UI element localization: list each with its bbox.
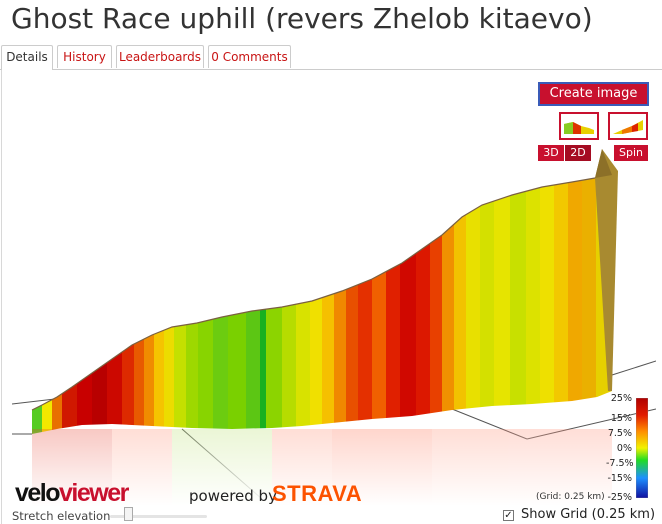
gradient-wall (32, 175, 612, 434)
elevation-profile-3d[interactable] (12, 79, 656, 506)
strava-logo[interactable]: STRAVA (272, 481, 363, 506)
tab-details[interactable]: Details (1, 45, 53, 70)
tab-history[interactable]: History (57, 45, 112, 68)
legend-label: 0% (616, 443, 632, 454)
view-3d-button[interactable]: 3D (538, 145, 564, 161)
powered-by-text: powered by (189, 487, 277, 505)
grid-scale-note: (Grid: 0.25 km) (536, 492, 605, 502)
elevation-3d-viewer[interactable] (12, 79, 656, 506)
profile-end-cap (595, 149, 618, 391)
profile-thumbnail-icon (564, 122, 594, 134)
legend-label: 25% (610, 393, 632, 404)
profile-3d-thumbnail-icon (613, 120, 643, 134)
create-image-button[interactable]: Create image (538, 82, 649, 106)
tab-bar: Details History Leaderboards 0 Comments (0, 45, 662, 70)
profile-outline (31, 174, 613, 411)
profile-2d-view-thumbnail[interactable] (559, 112, 599, 140)
spin-button[interactable]: Spin (614, 145, 648, 161)
legend-label: 15% (610, 413, 632, 424)
show-grid-label[interactable]: Show Grid (0.25 km) (521, 507, 656, 522)
logo-viewer-text: viewer (59, 479, 129, 507)
tab-comments[interactable]: 0 Comments (208, 45, 291, 68)
gradient-legend-bar (636, 398, 648, 498)
stretch-elevation-slider[interactable] (110, 515, 207, 518)
tab-leaderboards[interactable]: Leaderboards (116, 45, 204, 68)
stretch-elevation-slider-handle[interactable] (124, 507, 133, 521)
legend-label: -7.5% (606, 458, 634, 469)
profile-3d-view-thumbnail[interactable] (608, 112, 648, 140)
show-grid-checkbox[interactable]: ✓ (503, 510, 514, 521)
stretch-elevation-label: Stretch elevation (12, 509, 111, 523)
logo-velo-text: velo (15, 479, 61, 507)
legend-label: 7.5% (607, 428, 632, 439)
legend-label: -25% (607, 492, 632, 503)
page-title: Ghost Race uphill (revers Zhelob kitaevo… (11, 2, 593, 35)
legend-label: -15% (607, 473, 632, 484)
veloviewer-logo[interactable]: veloviewer (15, 478, 129, 508)
details-panel (1, 70, 662, 524)
view-2d-button[interactable]: 2D (565, 145, 591, 161)
